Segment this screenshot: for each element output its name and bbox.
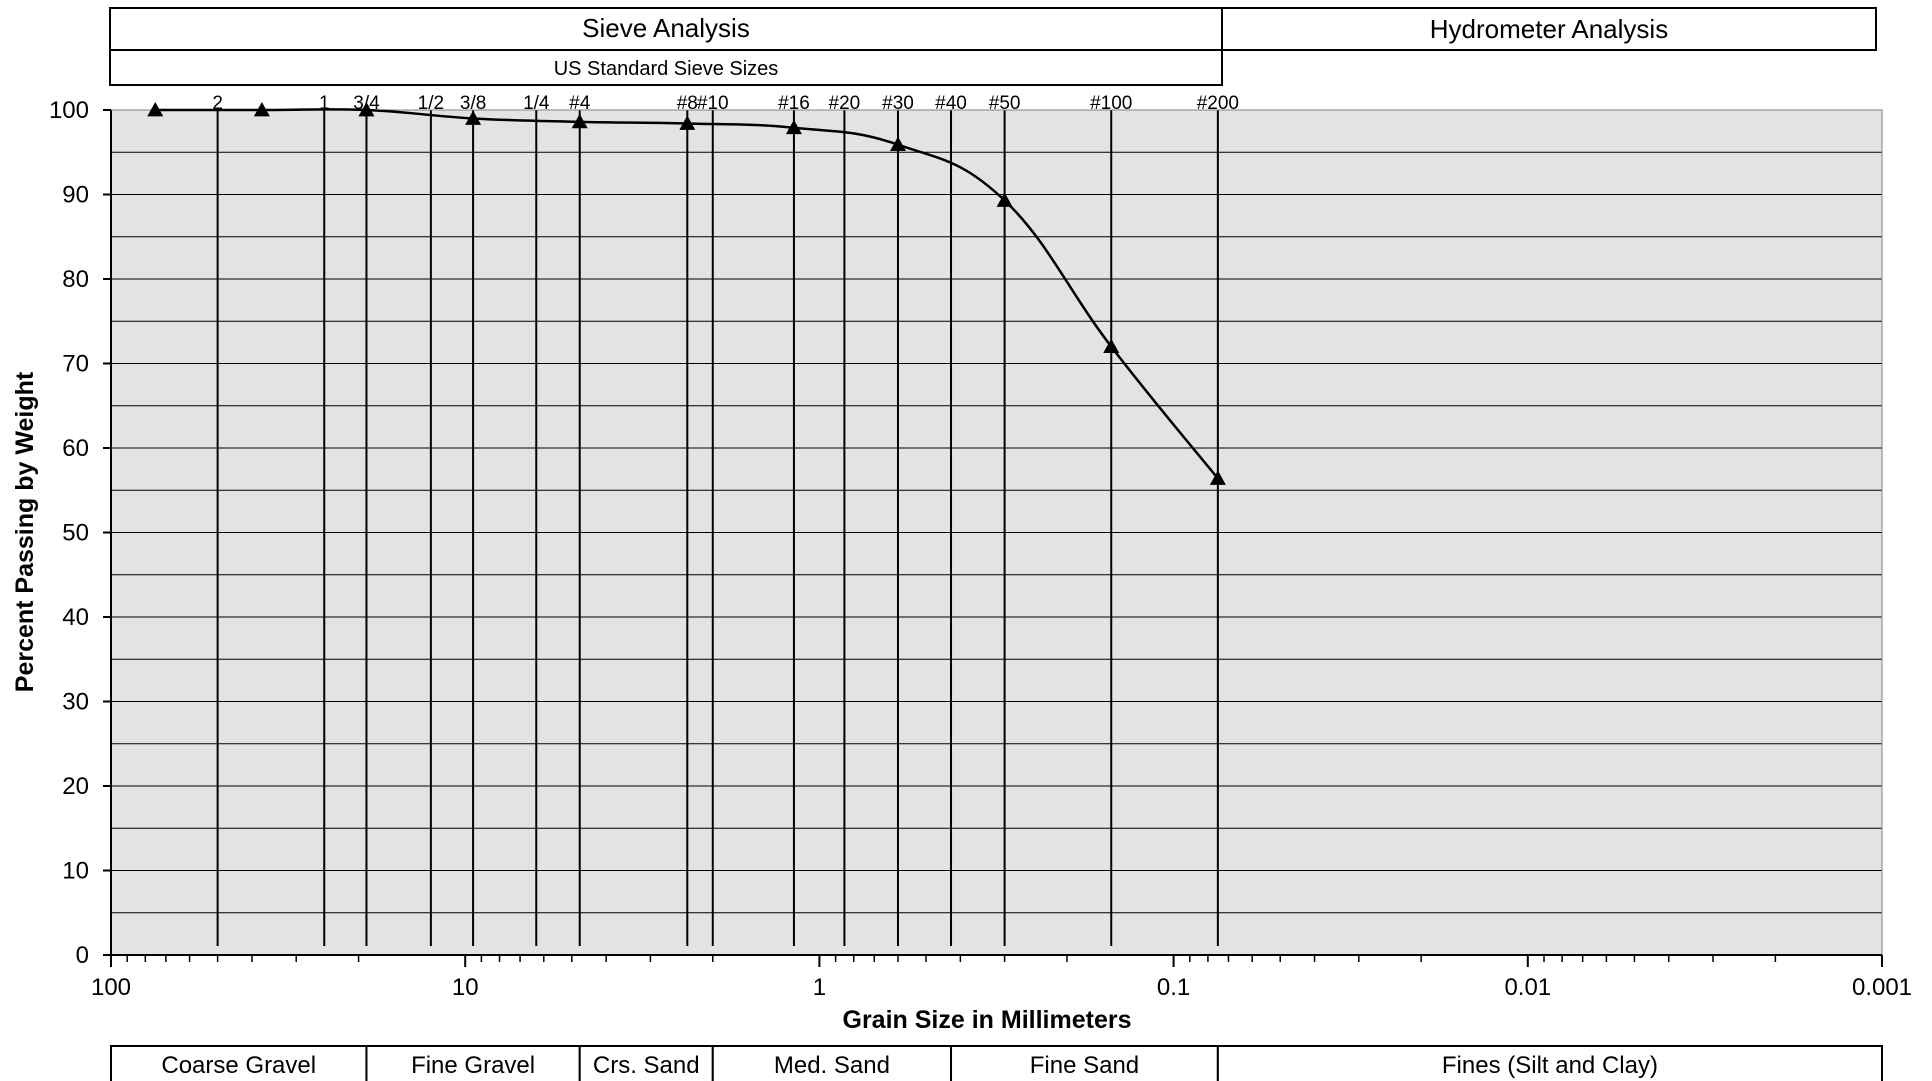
- data-point-marker: [465, 110, 482, 125]
- x-tick-label: 10: [452, 974, 479, 1001]
- sieve-label: #40: [935, 93, 967, 114]
- classification-label: Fine Sand: [1030, 1052, 1139, 1079]
- classification-label: Crs. Sand: [593, 1052, 700, 1079]
- data-point-marker: [996, 192, 1013, 207]
- chart-header: Sieve Analysis Hydrometer Analysis US St…: [109, 7, 1877, 86]
- data-point-marker: [679, 115, 696, 130]
- soil-classification-bar: Coarse Gravel Fine Gravel Crs. Sand Med. Sa…: [110, 1045, 1883, 1081]
- classification-label: Fine Gravel: [411, 1052, 535, 1079]
- y-tick-label: 0: [76, 942, 89, 969]
- classification-cell: [110, 1045, 368, 1081]
- data-point-marker: [571, 113, 588, 129]
- sieve-analysis-title: Sieve Analysis: [582, 13, 750, 43]
- gridlines: [111, 151, 1882, 914]
- classification-cell: [711, 1045, 953, 1081]
- sieve-label: #50: [989, 93, 1021, 114]
- sieve-label: #20: [829, 93, 861, 114]
- data-point-marker: [785, 119, 802, 135]
- data-series: [147, 102, 1226, 485]
- sieve-label: 1: [319, 93, 330, 114]
- y-tick-label: 70: [62, 351, 89, 378]
- x-tick-label: 0.001: [1852, 974, 1912, 1001]
- y-tick-label: 20: [62, 773, 89, 800]
- sieve-analysis-box: [109, 7, 1223, 51]
- y-axis-title: Percent Passing by Weight: [11, 371, 39, 692]
- standard-sieve-sizes-title: US Standard Sieve Sizes: [554, 58, 779, 80]
- x-tick-label: 1: [813, 974, 826, 1001]
- data-point-marker: [1209, 470, 1226, 485]
- classification-label: Fines (Silt and Clay): [1442, 1052, 1658, 1079]
- gradation-curve: [155, 108, 1219, 480]
- sieve-label: #16: [778, 93, 810, 114]
- x-axis-title: Grain Size in Millimeters: [843, 1006, 1132, 1034]
- axes: 0 10 20 30 40 50 60 70 80 90 100 100 10 1 0.1 0.01 0.001: [49, 97, 1912, 1001]
- data-point-marker: [1103, 338, 1120, 353]
- hydrometer-analysis-title: Hydrometer Analysis: [1430, 14, 1668, 44]
- x-tick-label: 0.01: [1504, 974, 1551, 1001]
- x-tick-label: 0.1: [1157, 974, 1190, 1001]
- y-tick-label: 100: [49, 97, 89, 124]
- sieve-label: #30: [882, 93, 914, 114]
- y-tick-label: 80: [62, 266, 89, 293]
- y-tick-label: 90: [62, 182, 89, 209]
- sieve-label: #10: [697, 93, 729, 114]
- sieve-label: 2: [212, 93, 223, 114]
- sieve-label: #4: [569, 93, 591, 114]
- data-point-marker: [147, 102, 164, 117]
- y-tick-label: 30: [62, 689, 89, 716]
- y-tick-label: 60: [62, 435, 89, 462]
- sieve-label: #8: [677, 93, 698, 114]
- y-tick-label: 10: [62, 858, 89, 885]
- sieve-label: 1/2: [418, 93, 444, 114]
- classification-cell: [578, 1045, 714, 1081]
- data-point-marker: [358, 102, 375, 117]
- sieve-label: #100: [1090, 93, 1132, 114]
- sieve-label: #200: [1197, 93, 1239, 114]
- y-tick-label: 50: [62, 520, 89, 547]
- data-point-marker: [889, 136, 906, 152]
- classification-cell: [950, 1045, 1219, 1081]
- standard-sieve-sizes-box: [109, 49, 1223, 86]
- sieve-label: 3/8: [460, 93, 486, 114]
- y-tick-label: 40: [62, 604, 89, 631]
- x-tick-label: 100: [91, 974, 131, 1001]
- classification-cell: [365, 1045, 581, 1081]
- hydrometer-analysis-box: [1221, 7, 1877, 51]
- classification-cell: [1216, 1045, 1883, 1081]
- classification-label: Coarse Gravel: [161, 1052, 316, 1079]
- classification-label: Med. Sand: [774, 1052, 890, 1079]
- sieve-label: 1/4: [523, 93, 550, 114]
- data-point-marker: [253, 102, 270, 117]
